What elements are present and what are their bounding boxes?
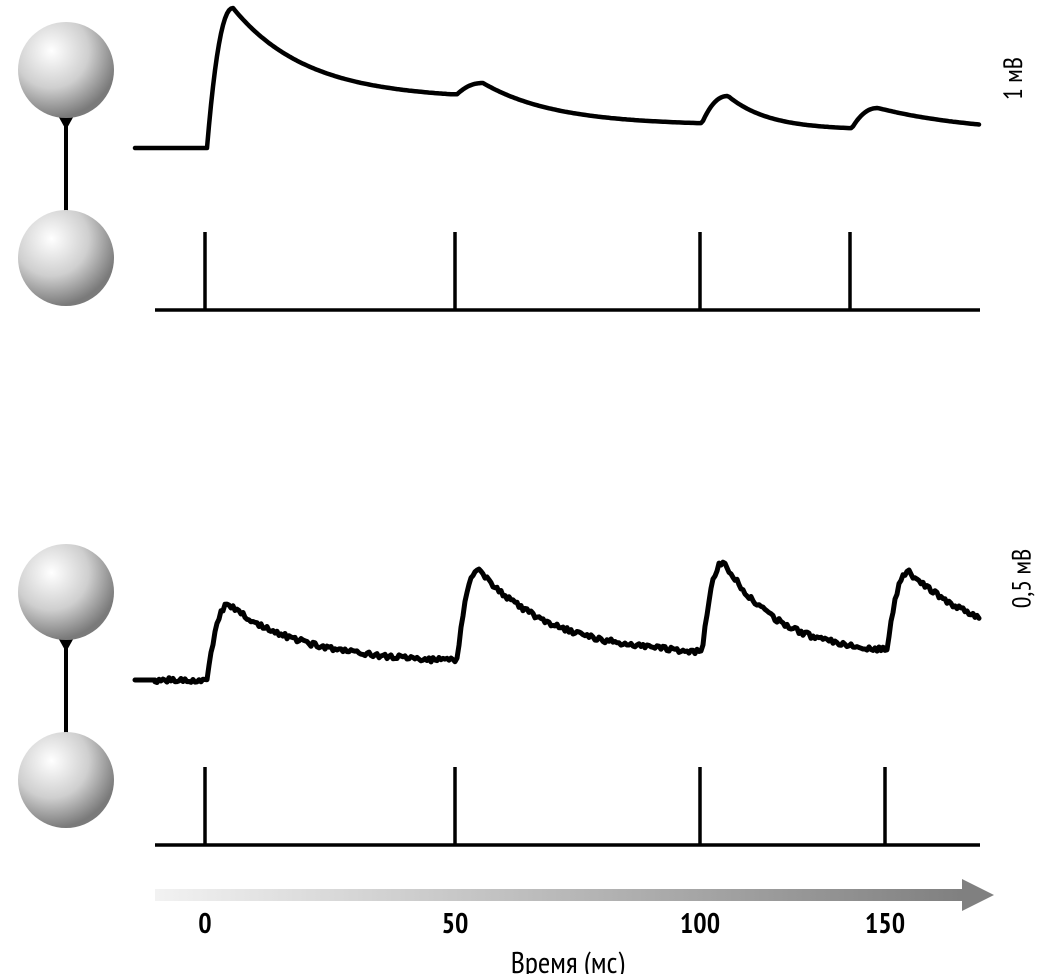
time-axis-track	[155, 889, 962, 901]
neuron-sphere-top	[18, 22, 114, 118]
axis-label: Время (мс)	[511, 943, 625, 974]
epsp-trace	[135, 562, 979, 682]
axis-tick-label: 50	[442, 904, 469, 941]
axis-tick-label: 100	[680, 904, 720, 941]
axis-tick-label: 0	[198, 904, 211, 941]
neuron-sphere-bottom	[18, 210, 114, 306]
time-axis-arrowhead-icon	[962, 879, 994, 911]
epsp-trace	[135, 8, 979, 148]
neuron-sphere-bottom	[18, 732, 114, 828]
scale-label: 1 мВ	[997, 57, 1030, 100]
axis-tick-label: 150	[865, 904, 905, 941]
figure-svg: 0 50 100 150 Время (мс)	[0, 0, 1048, 974]
neuron-sphere-top	[18, 544, 114, 640]
scale-label: 0,5 мВ	[1005, 549, 1038, 609]
